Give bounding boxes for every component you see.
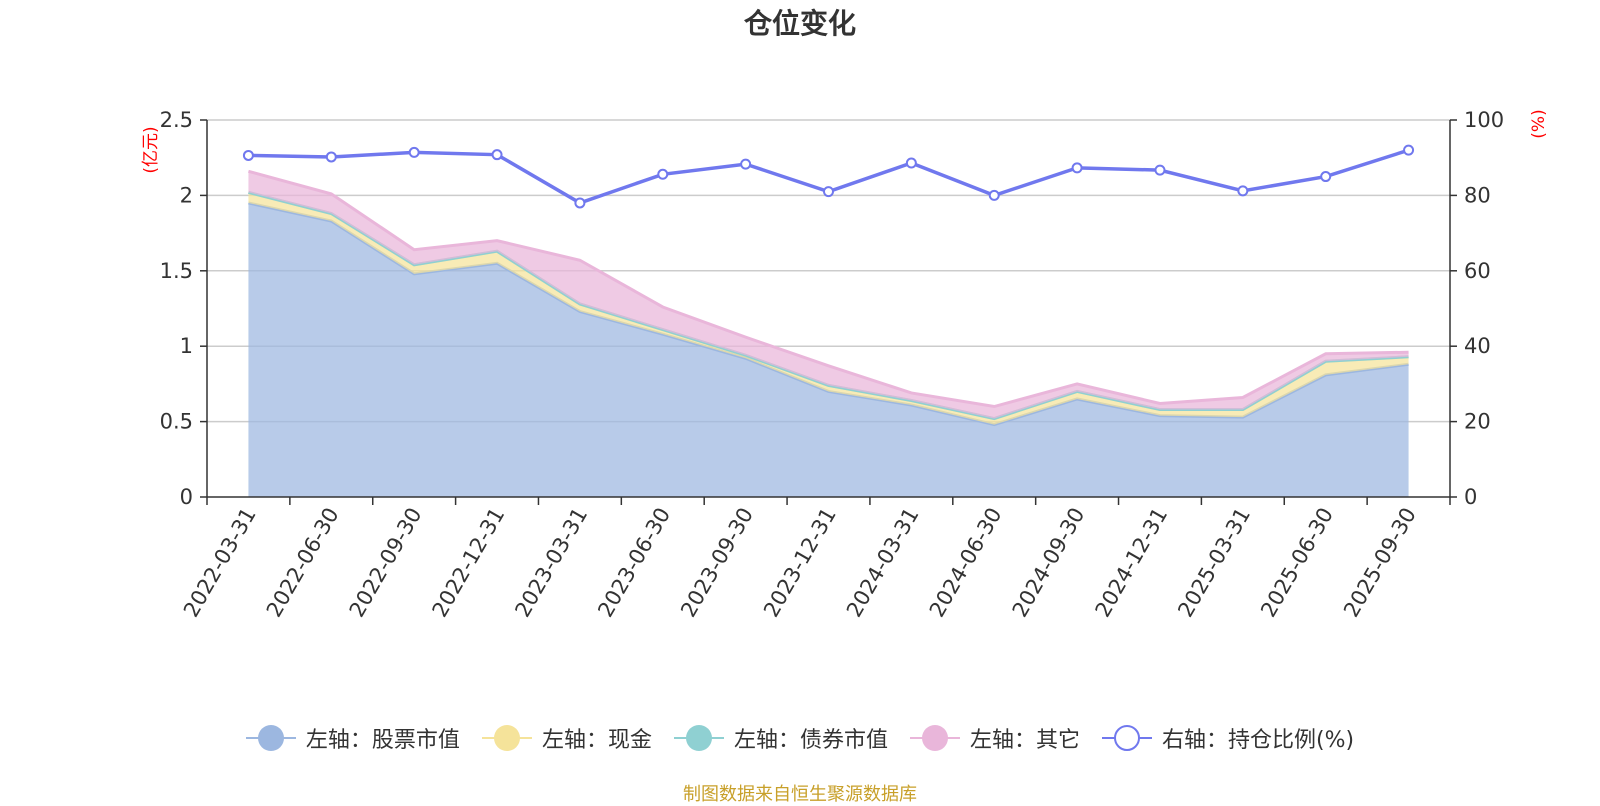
- x-tick-label: 2022-06-30: [262, 504, 344, 622]
- legend-item-3[interactable]: 左轴：其它: [909, 722, 1080, 754]
- right-tick-label: 20: [1464, 410, 1491, 434]
- area-series-3: [248, 171, 1409, 419]
- ratio-point: [325, 151, 337, 163]
- legend: 左轴：股票市值 左轴：现金 左轴：债券市值 左轴：其它 右轴：持仓比例(%): [0, 722, 1600, 754]
- ratio-point: [988, 189, 1000, 201]
- ratio-point: [657, 168, 669, 180]
- left-axis-unit: (亿元): [141, 126, 161, 173]
- x-tick-label: 2023-09-30: [676, 504, 758, 622]
- legend-item-4[interactable]: 右轴：持仓比例(%): [1101, 722, 1355, 754]
- ratio-point: [1237, 185, 1249, 197]
- left-tick-label: 0.5: [160, 410, 193, 434]
- area-line-3: [248, 169, 1409, 409]
- x-tick-label: 2024-06-30: [925, 504, 1007, 622]
- x-tick-label: 2024-09-30: [1008, 504, 1090, 622]
- chart-title: 仓位变化: [743, 7, 856, 40]
- x-tick-label: 2024-12-31: [1090, 504, 1172, 622]
- legend-marker: [481, 725, 532, 751]
- ratio-point: [1154, 164, 1166, 176]
- ratio-point: [1403, 144, 1415, 156]
- x-tick-label: 2023-06-30: [593, 504, 675, 622]
- legend-label: 左轴：债券市值: [733, 728, 888, 753]
- legend-marker: [245, 725, 296, 751]
- x-tick-label: 2022-12-31: [428, 504, 510, 622]
- x-tick-label: 2023-03-31: [510, 504, 592, 622]
- legend-item-1[interactable]: 左轴：现金: [481, 722, 652, 754]
- right-tick-label: 60: [1464, 259, 1491, 283]
- x-tick-label: 2024-03-31: [842, 504, 924, 622]
- ratio-point: [574, 197, 586, 209]
- right-axis-unit: (%): [1529, 109, 1549, 138]
- x-tick-label: 2022-03-31: [179, 504, 261, 622]
- ratio-point: [491, 149, 503, 161]
- left-tick-label: 1.5: [160, 259, 193, 283]
- ratio-point: [1071, 162, 1083, 174]
- legend-label: 右轴：持仓比例(%): [1161, 728, 1355, 753]
- ratio-point: [823, 186, 834, 198]
- x-tick-label: 2025-03-31: [1173, 504, 1255, 622]
- x-tick-label: 2023-12-31: [759, 504, 841, 622]
- legend-marker: [909, 725, 960, 751]
- area-series-0: [248, 202, 1409, 497]
- legend-marker: [1101, 725, 1152, 751]
- left-tick-label: 2: [180, 183, 193, 207]
- right-tick-label: 100: [1464, 108, 1504, 132]
- legend-label: 左轴：股票市值: [305, 728, 460, 753]
- right-tick-label: 40: [1464, 334, 1491, 358]
- x-tick-label: 2025-06-30: [1256, 504, 1338, 622]
- right-tick-label: 80: [1464, 183, 1491, 207]
- ratio-point: [1320, 171, 1332, 183]
- left-tick-label: 0: [180, 485, 193, 509]
- x-tick-label: 2025-09-30: [1339, 504, 1421, 622]
- left-tick-label: 1: [180, 334, 193, 358]
- ratio-point: [740, 158, 752, 170]
- legend-item-0[interactable]: 左轴：股票市值: [245, 722, 460, 754]
- ratio-series: [242, 144, 1415, 209]
- x-tick-label: 2022-09-30: [345, 504, 427, 622]
- ratio-point: [905, 157, 917, 169]
- legend-marker: [673, 725, 724, 751]
- legend-label: 左轴：其它: [969, 728, 1080, 753]
- stacked-areas: [248, 169, 1409, 497]
- left-tick-label: 2.5: [160, 108, 193, 132]
- right-tick-label: 0: [1464, 485, 1477, 509]
- source-note: 制图数据来自恒生聚源数据库: [683, 784, 917, 805]
- legend-item-2[interactable]: 左轴：债券市值: [673, 722, 888, 754]
- legend-label: 左轴：现金: [541, 728, 652, 753]
- ratio-point: [408, 146, 420, 158]
- ratio-point: [242, 149, 254, 161]
